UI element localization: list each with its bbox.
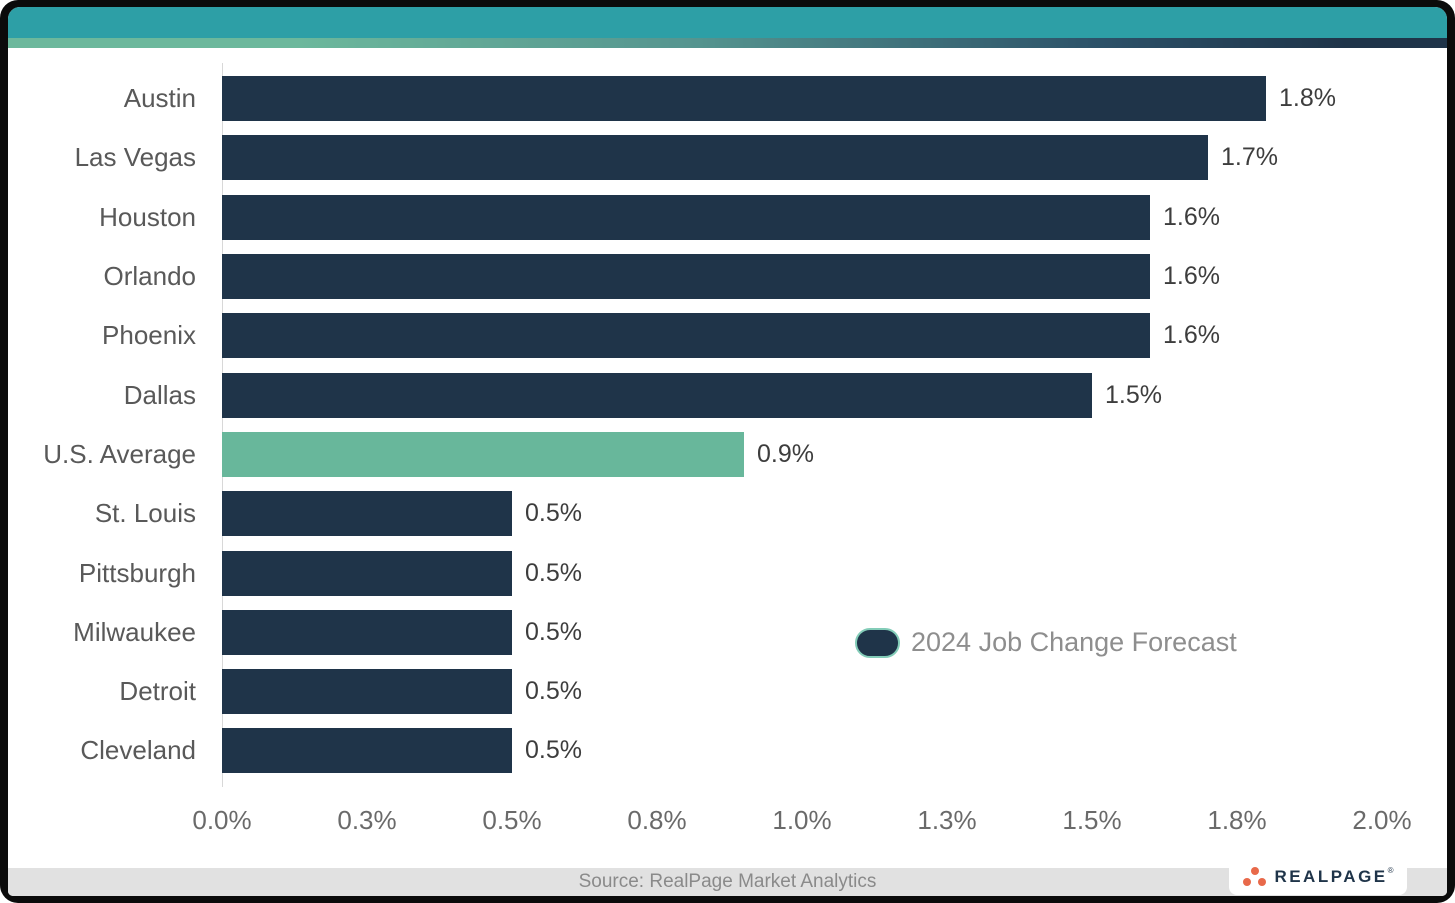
legend-marker (855, 627, 900, 658)
bar (222, 609, 512, 655)
realpage-logo: REALPAGE ® (1229, 859, 1407, 895)
category-label: Las Vegas (74, 142, 196, 173)
bar-row: Milwaukee 0.5% (8, 603, 1447, 662)
x-tick-label: 1.8% (1207, 804, 1267, 835)
category-label: Milwaukee (73, 616, 196, 647)
category-label: Phoenix (102, 320, 196, 351)
bar-track: 0.9% (222, 431, 1382, 477)
bar (222, 254, 1150, 300)
bar-row: Dallas 1.5% (8, 365, 1447, 424)
category-label: U.S. Average (43, 438, 196, 469)
bar-track: 0.5% (222, 609, 1382, 655)
bar-row: Phoenix 1.6% (8, 306, 1447, 365)
bar-highlight (222, 431, 744, 477)
x-tick-label: 0.8% (627, 804, 687, 835)
x-tick-label: 1.0% (772, 804, 832, 835)
chart-area: Austin 1.8% Las Vegas 1.7% Houston 1.6% Orland… (8, 48, 1447, 868)
category-label: Dallas (123, 379, 196, 410)
header-accent-bar (8, 7, 1447, 38)
bar-row: Pittsburgh 0.5% (8, 543, 1447, 602)
bar-row: Detroit 0.5% (8, 662, 1447, 721)
bar-track: 0.5% (222, 669, 1382, 715)
trademark-mark: ® (1387, 866, 1394, 875)
bar-row: St. Louis 0.5% (8, 484, 1447, 543)
bar-track: 0.5% (222, 728, 1382, 774)
legend-label: 2024 Job Change Forecast (911, 627, 1237, 657)
category-label: Pittsburgh (78, 557, 196, 588)
bar (222, 728, 512, 774)
category-label: St. Louis (94, 498, 196, 529)
x-tick-label: 0.5% (482, 804, 542, 835)
category-label: Austin (123, 83, 196, 114)
realpage-logo-text: REALPAGE (1274, 867, 1388, 886)
bar-track: 1.8% (222, 76, 1382, 122)
bar-track: 1.7% (222, 135, 1382, 181)
category-label: Houston (99, 201, 196, 232)
footer-source-bar: Source: RealPage Market Analytics (8, 868, 1447, 896)
category-label: Orlando (103, 261, 197, 292)
chart-canvas: Austin 1.8% Las Vegas 1.7% Houston 1.6% Orland… (8, 7, 1447, 896)
bar-track: 1.5% (222, 372, 1382, 418)
value-label: 0.5% (525, 617, 582, 646)
value-label: 1.8% (1279, 84, 1336, 113)
bar-row: Austin 1.8% (8, 69, 1447, 128)
bar (222, 313, 1150, 359)
realpage-dots-icon (1243, 867, 1267, 886)
bar (222, 194, 1150, 240)
value-label: 0.5% (525, 736, 582, 765)
value-label: 0.5% (525, 499, 582, 528)
bar-track: 0.5% (222, 550, 1382, 596)
bar-row: Las Vegas 1.7% (8, 128, 1447, 187)
x-tick-label: 1.5% (1062, 804, 1122, 835)
header-gradient-strip (8, 38, 1447, 48)
category-label: Detroit (119, 676, 196, 707)
value-label: 0.5% (525, 558, 582, 587)
bar (222, 491, 512, 537)
value-label: 1.7% (1221, 143, 1278, 172)
value-label: 0.5% (525, 677, 582, 706)
bar-track: 0.5% (222, 491, 1382, 537)
bar-track: 1.6% (222, 313, 1382, 359)
y-axis-line (222, 63, 223, 787)
bar-track: 1.6% (222, 254, 1382, 300)
value-label: 1.6% (1163, 262, 1220, 291)
bar-row: Orlando 1.6% (8, 247, 1447, 306)
bar (222, 550, 512, 596)
bar-rows: Austin 1.8% Las Vegas 1.7% Houston 1.6% Orland… (8, 63, 1447, 787)
x-tick-label: 0.0% (192, 804, 252, 835)
bar-row: Cleveland 0.5% (8, 721, 1447, 780)
bar-track: 1.6% (222, 194, 1382, 240)
x-axis: 0.0% 0.3% 0.5% 0.8% 1.0% 1.3% 1.5% 1.8% 2.0% (192, 791, 1411, 853)
bar-row: U.S. Average 0.9% (8, 425, 1447, 484)
bar (222, 135, 1208, 181)
x-tick-label: 0.3% (337, 804, 397, 835)
x-tick-label: 2.0% (1352, 804, 1412, 835)
bar-row: Houston 1.6% (8, 188, 1447, 247)
category-label: Cleveland (80, 735, 196, 766)
x-tick-label: 1.3% (917, 804, 977, 835)
bar (222, 372, 1092, 418)
value-label: 1.6% (1163, 321, 1220, 350)
value-label: 0.9% (757, 439, 814, 468)
bar (222, 76, 1266, 122)
value-label: 1.6% (1163, 202, 1220, 231)
value-label: 1.5% (1105, 380, 1162, 409)
legend: 2024 Job Change Forecast (855, 627, 1237, 658)
bar (222, 669, 512, 715)
source-text: Source: RealPage Market Analytics (578, 871, 877, 892)
